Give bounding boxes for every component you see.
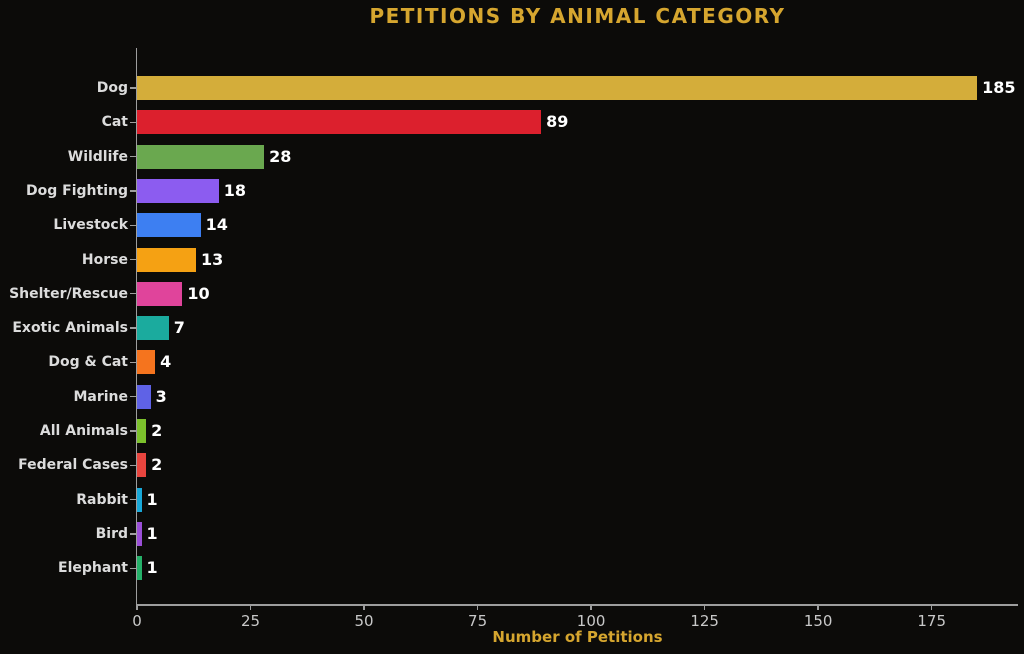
value-label: 89 <box>546 112 569 132</box>
y-tick-mark <box>130 430 136 432</box>
category-label: Cat <box>101 114 128 131</box>
x-axis-spine <box>135 604 1018 606</box>
bar <box>137 556 142 581</box>
category-label: All Animals <box>39 423 128 439</box>
y-tick-mark <box>130 533 136 535</box>
y-tick-mark <box>130 190 136 192</box>
x-tick-mark <box>931 605 933 610</box>
value-label: 1 <box>146 558 158 578</box>
bar <box>137 316 169 341</box>
x-tick-label: 25 <box>240 612 261 630</box>
x-axis-label: Number of Petitions <box>492 628 663 646</box>
y-tick-mark <box>130 396 136 398</box>
bar <box>137 76 978 100</box>
value-label: 3 <box>155 386 167 406</box>
category-label: Federal Cases <box>18 457 128 474</box>
value-label: 28 <box>269 146 292 166</box>
x-tick-label: 0 <box>132 612 142 630</box>
x-tick-label: 175 <box>917 612 947 630</box>
x-tick-mark <box>136 605 138 610</box>
bar <box>137 350 156 375</box>
value-label: 4 <box>160 352 172 372</box>
y-tick-mark <box>130 258 136 261</box>
y-tick-mark <box>130 498 136 501</box>
x-tick-mark <box>249 605 252 610</box>
y-tick-mark <box>130 121 136 123</box>
bar <box>137 281 183 306</box>
y-tick-mark <box>130 361 136 364</box>
value-label: 7 <box>173 318 185 338</box>
x-tick-mark <box>817 605 819 610</box>
category-label: Dog Fighting <box>26 182 128 199</box>
value-label: 18 <box>223 180 246 200</box>
category-label: Horse <box>81 251 128 268</box>
bar <box>137 213 201 238</box>
category-label: Exotic Animals <box>12 320 128 337</box>
category-label: Bird <box>95 525 128 542</box>
value-label: 14 <box>205 215 228 235</box>
bar <box>137 521 142 546</box>
y-tick-mark <box>130 87 136 89</box>
x-tick-label: 125 <box>690 612 719 630</box>
value-label: 185 <box>982 78 1016 97</box>
value-label: 13 <box>201 249 224 269</box>
category-label: Marine <box>73 388 128 405</box>
x-tick-mark <box>590 605 592 610</box>
chart-title: PETITIONS BY ANIMAL CATEGORY <box>369 4 786 28</box>
category-label: Shelter/Rescue <box>9 285 128 302</box>
y-tick-mark <box>130 155 136 158</box>
x-tick-mark <box>363 605 365 610</box>
bar <box>137 453 147 478</box>
bar <box>137 419 147 443</box>
category-label: Dog <box>96 80 128 96</box>
bar <box>137 247 197 272</box>
value-label: 1 <box>146 523 158 543</box>
value-label: 2 <box>151 421 163 440</box>
x-tick-label: 50 <box>354 612 374 630</box>
value-label: 10 <box>187 283 210 303</box>
y-tick-mark <box>130 293 136 295</box>
bar <box>137 178 219 203</box>
category-label: Livestock <box>53 217 128 234</box>
y-tick-mark <box>130 327 136 329</box>
category-label: Dog & Cat <box>48 354 128 371</box>
bar <box>137 384 151 409</box>
x-tick-mark <box>476 605 479 610</box>
value-label: 2 <box>151 455 163 475</box>
x-tick-label: 75 <box>468 612 488 630</box>
category-label: Wildlife <box>67 148 128 165</box>
value-label: 1 <box>146 489 158 509</box>
x-tick-label: 150 <box>803 612 833 630</box>
y-tick-mark <box>130 567 136 569</box>
y-tick-mark <box>130 464 136 466</box>
bar <box>137 144 265 169</box>
y-axis-spine <box>135 48 137 606</box>
bar <box>137 487 142 512</box>
x-tick-mark <box>703 605 706 610</box>
category-label: Rabbit <box>76 491 128 508</box>
x-tick-label: 100 <box>576 612 606 630</box>
y-tick-mark <box>130 224 136 226</box>
bar <box>137 110 542 135</box>
category-label: Elephant <box>58 560 128 577</box>
